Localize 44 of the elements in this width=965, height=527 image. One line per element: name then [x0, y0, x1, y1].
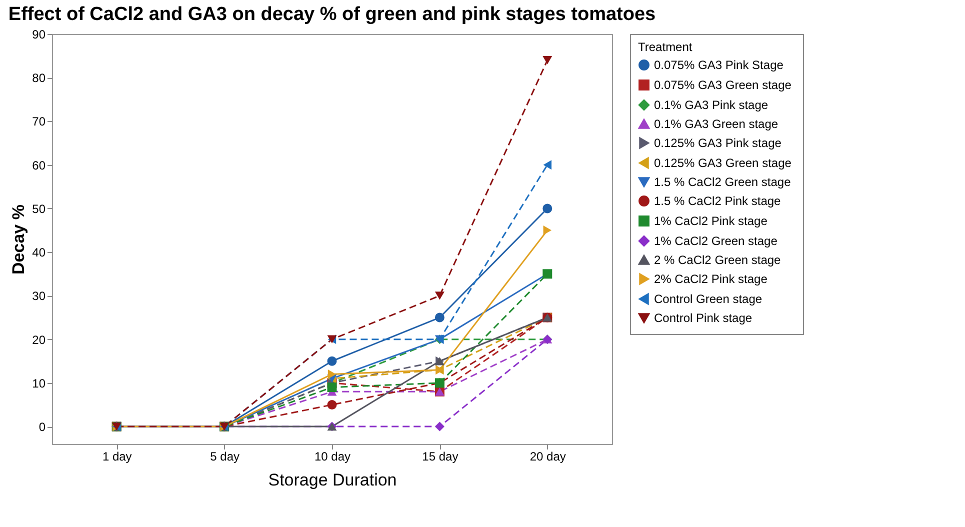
legend-label: 1.5 % CaCl2 Pink stage [654, 194, 782, 208]
y-axis-title: Decay % [9, 204, 28, 274]
legend-label: 0.075% GA3 Pink Stage [654, 58, 784, 72]
legend-label: 1% CaCl2 Pink stage [654, 214, 768, 228]
point [327, 400, 337, 410]
legend-label: 2 % CaCl2 Green stage [654, 253, 782, 267]
x-tick-label: 5 day [210, 450, 240, 464]
y-tick-label: 50 [32, 202, 46, 216]
x-tick-label: 10 day [314, 450, 351, 464]
point [542, 56, 552, 64]
x-tick-label: 20 day [530, 450, 566, 464]
legend-label: 0.075% GA3 Green stage [654, 78, 792, 92]
chart-title: Effect of CaCl2 and GA3 on decay % of green and pink stages tomatoes [8, 4, 656, 25]
y-tick-label: 60 [32, 158, 46, 172]
x-tick-label: 15 day [422, 450, 458, 464]
point [542, 204, 552, 214]
y-tick-label: 40 [32, 246, 46, 260]
point [327, 382, 337, 392]
point [543, 226, 552, 236]
point [434, 312, 444, 322]
legend-title: Treatment [638, 40, 693, 54]
point [543, 160, 552, 170]
y-tick-label: 30 [32, 289, 46, 304]
y-tick-label: 20 [32, 332, 46, 347]
legend-label: 0.125% GA3 Green stage [654, 156, 792, 170]
legend-label: 2% CaCl2 Pink stage [654, 272, 768, 286]
legend-label: 1% CaCl2 Green stage [654, 234, 778, 248]
x-tick-label: 1 day [102, 450, 132, 464]
legend-label: 0.1% GA3 Pink stage [654, 98, 768, 112]
point [327, 356, 337, 366]
legend-label: 1.5 % CaCl2 Green stage [654, 175, 792, 189]
legend-label: Control Green stage [654, 292, 762, 306]
point [328, 369, 336, 379]
point [434, 292, 444, 300]
legend-label: 0.1% GA3 Green stage [654, 117, 778, 131]
x-axis-title: Storage Duration [268, 470, 397, 490]
y-tick-label: 70 [32, 114, 46, 129]
y-tick-label: 10 [32, 376, 46, 390]
legend-label: 0.125% GA3 Pink stage [654, 136, 782, 150]
y-tick-label: 80 [32, 71, 46, 86]
y-tick-label: 0 [38, 420, 46, 434]
legend-label: Control Pink stage [654, 311, 752, 325]
y-tick-label: 90 [32, 28, 46, 42]
point [434, 422, 444, 432]
